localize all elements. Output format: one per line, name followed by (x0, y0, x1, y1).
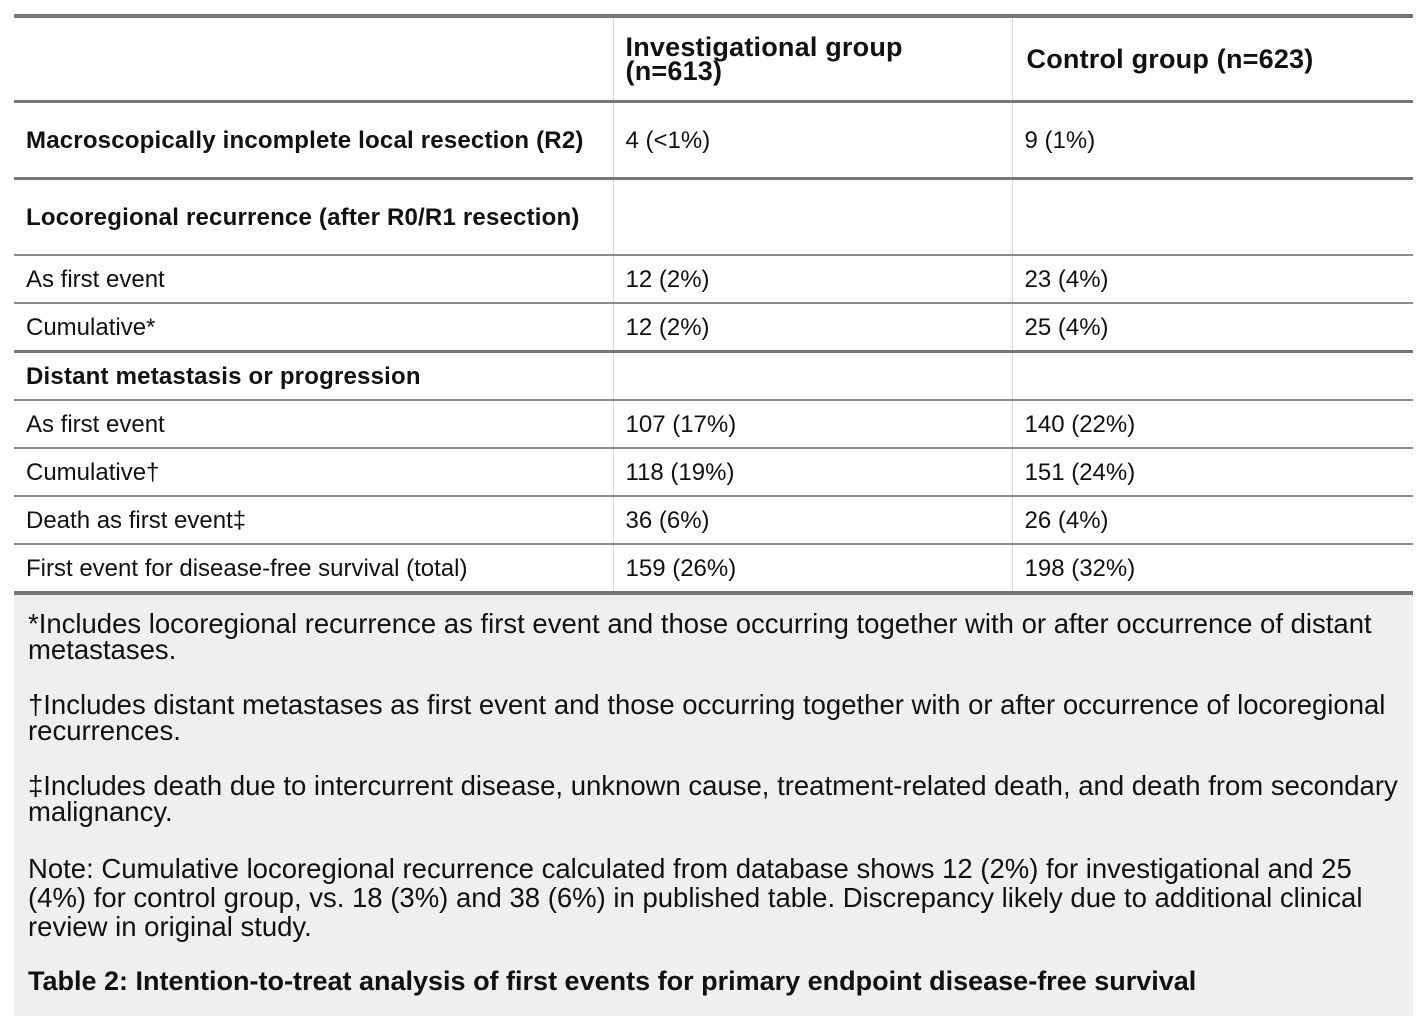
row-label: Cumulative* (14, 302, 613, 352)
control-value: 151 (24%) (1011, 447, 1413, 496)
control-value (1011, 350, 1413, 400)
investigational-value: 159 (26%) (612, 543, 1012, 593)
table-row: Locoregional recurrence (after R0/R1 res… (14, 177, 1413, 255)
investigational-value: 118 (19%) (612, 447, 1012, 496)
control-value: 198 (32%) (1011, 543, 1413, 593)
table-row: Macroscopically incomplete local resecti… (14, 101, 1413, 179)
footnote-death: ‡Includes death due to intercurrent dise… (28, 770, 1398, 827)
table-row: As first event 107 (17%) 140 (22%) (14, 399, 1413, 448)
table-header-row: Investigational group (n=613) Control gr… (14, 16, 1413, 103)
first-events-table: Investigational group (n=613) Control gr… (14, 14, 1413, 595)
footnote-cumulative-distant: †Includes distant metastases as first ev… (28, 689, 1386, 746)
investigational-value (612, 177, 1012, 255)
investigational-value: 4 (<1%) (612, 101, 1012, 179)
control-value: 9 (1%) (1011, 101, 1413, 179)
control-value: 25 (4%) (1011, 302, 1413, 352)
control-value (1011, 177, 1413, 255)
header-empty (14, 16, 613, 103)
footnote-cumulative-locoregional: *Includes locoregional recurrence as fir… (28, 608, 1372, 665)
row-label: Death as first event‡ (14, 495, 613, 544)
section-label: Distant metastasis or progression (14, 350, 613, 400)
discrepancy-note: Note: Cumulative locoregional recurrence… (28, 853, 1363, 942)
header-control: Control group (n=623) (1011, 16, 1413, 103)
table-row: Cumulative† 118 (19%) 151 (24%) (14, 447, 1413, 496)
control-value: 140 (22%) (1011, 399, 1413, 448)
investigational-value: 12 (2%) (612, 302, 1012, 352)
table-row: Distant metastasis or progression (14, 350, 1413, 400)
table-row: First event for disease-free survival (t… (14, 543, 1413, 593)
control-value: 23 (4%) (1011, 254, 1413, 303)
row-label: Cumulative† (14, 447, 613, 496)
table-row: Death as first event‡ 36 (6%) 26 (4%) (14, 495, 1413, 544)
header-investigational: Investigational group (n=613) (612, 16, 1012, 103)
table-figure: Investigational group (n=613) Control gr… (14, 14, 1413, 1016)
table-notes: *Includes locoregional recurrence as fir… (14, 595, 1413, 1016)
control-value: 26 (4%) (1011, 495, 1413, 544)
row-label: As first event (14, 254, 613, 303)
investigational-value: 12 (2%) (612, 254, 1012, 303)
investigational-value (612, 350, 1012, 400)
table-caption: Table 2: Intention-to-treat analysis of … (28, 966, 1197, 996)
table-row: Cumulative* 12 (2%) 25 (4%) (14, 302, 1413, 352)
row-label: As first event (14, 399, 613, 448)
investigational-value: 36 (6%) (612, 495, 1012, 544)
row-label: Macroscopically incomplete local resecti… (26, 126, 584, 154)
section-label: Locoregional recurrence (after R0/R1 res… (14, 177, 613, 255)
table-row: As first event 12 (2%) 23 (4%) (14, 254, 1413, 303)
row-label: First event for disease-free survival (t… (14, 543, 613, 593)
investigational-value: 107 (17%) (612, 399, 1012, 448)
